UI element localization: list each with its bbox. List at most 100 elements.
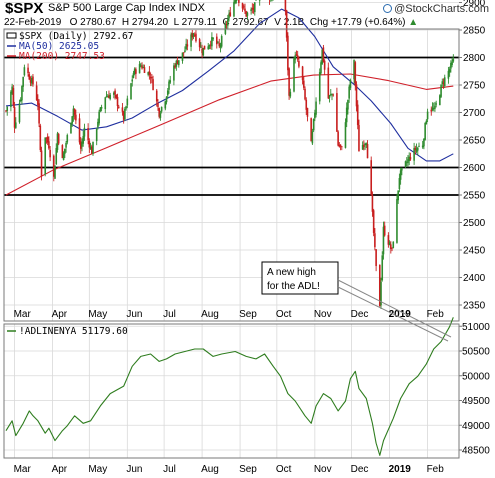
candle-body [212, 37, 214, 40]
candle-body [355, 84, 358, 107]
candle-body [35, 85, 38, 101]
candle-body [13, 107, 16, 128]
candle-body [413, 148, 415, 161]
candle-body [22, 76, 24, 87]
up-arrow-icon: ▲ [408, 17, 419, 28]
candle-body [29, 79, 32, 83]
candle-body [149, 77, 152, 79]
candle-body [28, 74, 31, 80]
price-tick-label: 2850 [463, 26, 486, 37]
candle-body [321, 49, 323, 64]
ma50-legend-label: MA(50) 2625.05 [19, 41, 99, 52]
candle-body [363, 144, 365, 147]
candle-body [218, 43, 221, 47]
candle-body [452, 59, 455, 62]
candle-body [421, 145, 424, 148]
adl-x-label: 2019 [389, 464, 412, 475]
adl-x-label: Apr [52, 464, 68, 475]
ma50-line [5, 8, 454, 162]
candle-body [344, 122, 347, 148]
chart-subtitle: S&P 500 Large Cap Index INDX [48, 2, 205, 14]
candle-body [235, 0, 238, 1]
candle-body [143, 67, 146, 73]
candle-body [431, 107, 434, 111]
candle-body [44, 137, 47, 175]
candle-body [19, 99, 22, 102]
candle-body [117, 106, 120, 108]
candle-body [381, 255, 384, 281]
price-legend-label: $SPX (Daily) 2792.67 [19, 31, 133, 42]
candle-body [435, 103, 437, 105]
price-x-label: Feb [427, 309, 445, 320]
candle-body [329, 94, 332, 95]
candle-body [21, 86, 23, 101]
candle-body [184, 50, 186, 53]
candle-body [338, 144, 341, 147]
candle-body [293, 58, 295, 92]
price-tick-label: 2350 [463, 301, 486, 312]
candle-body [397, 190, 399, 201]
quote-low: L 2779.11 [173, 17, 217, 28]
candle-body [121, 107, 124, 112]
candle-body [131, 79, 134, 82]
candle-body [168, 81, 170, 90]
brand-logo: @StockCharts.com [383, 3, 489, 15]
candle-body [5, 110, 7, 112]
candle-body [303, 80, 305, 88]
adl-x-label: Jun [126, 464, 142, 475]
adl-panel-grid [4, 324, 459, 458]
candle-body [228, 13, 230, 19]
adl-x-label: Oct [276, 464, 292, 475]
annotation-box [261, 261, 339, 295]
candle-body [90, 146, 93, 154]
candle-body [15, 122, 17, 128]
candle-body [370, 160, 373, 195]
candle-body [250, 9, 252, 11]
candle-body [372, 210, 375, 233]
candle-body [108, 95, 110, 99]
adl-tick-label: 51000 [462, 322, 490, 333]
candle-body [448, 69, 451, 73]
candle-body [356, 104, 359, 126]
candle-body [396, 198, 398, 243]
candle-body [157, 102, 159, 107]
candle-body [337, 131, 339, 146]
candle-body [73, 108, 76, 115]
candle-body [169, 80, 172, 83]
candle-body [23, 67, 26, 76]
candle-body [125, 106, 127, 109]
candle-body [409, 157, 412, 160]
candle-body [415, 148, 418, 152]
candle-body [253, 2, 256, 13]
quote-high: H 2794.20 [121, 17, 169, 28]
candle-body [391, 247, 393, 249]
candle-body [331, 93, 333, 96]
candle-body [152, 79, 154, 91]
candle-body [201, 48, 203, 54]
candle-body [18, 103, 21, 123]
candle-body [81, 141, 83, 147]
price-x-label: Jun [126, 309, 142, 320]
candle-body [364, 143, 366, 145]
candle-body [92, 141, 94, 154]
candle-body [287, 35, 289, 71]
candle-body [178, 60, 180, 66]
candle-body [87, 128, 89, 141]
candle-body [441, 81, 444, 85]
candle-body [434, 105, 436, 109]
adl-tick-label: 48500 [462, 446, 490, 457]
candle-body [174, 65, 176, 68]
candle-body [328, 95, 331, 98]
candle-body [48, 141, 50, 149]
adl-x-label: Sep [239, 464, 257, 475]
candle-body [11, 86, 13, 94]
candle-body [289, 91, 292, 97]
candle-body [414, 147, 417, 151]
ma200-series [5, 73, 454, 196]
candle-body [203, 45, 206, 50]
candle-body [89, 146, 92, 150]
candle-body [392, 241, 395, 249]
candle-body [383, 225, 386, 236]
candle-body [109, 94, 111, 100]
candle-body [191, 33, 194, 38]
